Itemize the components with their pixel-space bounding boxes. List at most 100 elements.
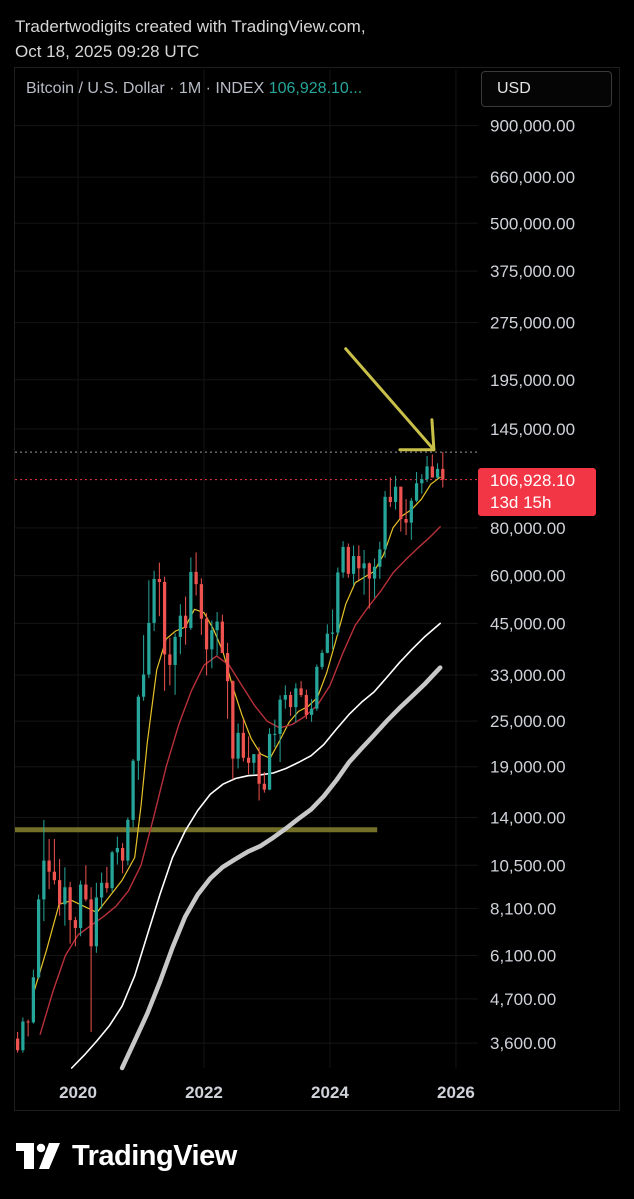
candle-body: [168, 654, 172, 665]
candle-body: [210, 630, 214, 650]
tradingview-brand[interactable]: TradingView: [16, 1136, 237, 1176]
candle-body: [299, 688, 303, 696]
candle-body: [336, 572, 340, 633]
candle-body: [183, 615, 188, 628]
candle-body: [178, 615, 182, 637]
candle-body: [42, 860, 46, 900]
candle-body: [21, 1021, 25, 1051]
y-tick-label: 660,000.00: [490, 168, 575, 187]
candle-body: [341, 546, 345, 573]
candle-body: [120, 847, 125, 861]
candle-body: [220, 621, 224, 654]
ma-mid-line: [39, 526, 441, 1035]
y-tick-label: 6,100.00: [490, 947, 556, 966]
y-tick-label: 25,000.00: [490, 712, 566, 731]
candle-body: [147, 622, 151, 675]
candle-body: [257, 754, 261, 784]
candle-body: [320, 652, 324, 667]
legend-price: 106,928.10...: [268, 80, 363, 97]
candle-body: [131, 760, 135, 820]
y-tick-label: 900,000.00: [490, 117, 575, 136]
bar-countdown: 13d 15h: [490, 493, 552, 512]
candle-body: [304, 695, 308, 715]
candle-body: [294, 688, 298, 708]
candle-body: [173, 636, 177, 665]
candle-body: [262, 783, 266, 790]
y-tick-label: 10,500.00: [490, 856, 566, 875]
candle-body: [199, 584, 203, 619]
candle-body: [94, 897, 98, 947]
candle-body: [26, 1021, 30, 1023]
candle-body: [383, 496, 387, 550]
chart-caption: Tradertwodigits created with TradingView…: [15, 14, 366, 64]
candle-body: [68, 887, 72, 921]
caption-author: Tradertwodigits created with TradingView…: [15, 17, 366, 36]
candle-body: [309, 708, 314, 715]
candle-body: [126, 819, 130, 861]
ma-slowest-line: [119, 665, 443, 1071]
candle-body: [236, 732, 240, 759]
candle-body: [141, 674, 146, 697]
candle-body: [115, 847, 119, 853]
candle-body: [63, 887, 67, 905]
y-tick-label: 4,700.00: [490, 990, 556, 1009]
candle-body: [194, 571, 198, 585]
annotation-arrow-shaft: [344, 347, 436, 452]
candle-body: [388, 496, 392, 502]
y-tick-label: 45,000.00: [490, 614, 566, 633]
candle-body: [267, 733, 272, 790]
annotation-arrow-head: [398, 418, 436, 452]
candle-body: [52, 871, 56, 881]
candle-body: [362, 563, 366, 569]
candle-body: [204, 618, 209, 650]
candle-body: [315, 666, 319, 709]
symbol-legend[interactable]: Bitcoin / U.S. Dollar · 1M · INDEX 106,9…: [26, 80, 362, 98]
candle-body: [435, 468, 440, 478]
candle-body: [441, 468, 445, 480]
y-tick-label: 60,000.00: [490, 567, 566, 586]
candle-body: [157, 578, 161, 582]
current-price-value: 106,928.10: [490, 471, 576, 490]
y-tick-label: 500,000.00: [490, 214, 575, 233]
candle-body: [346, 546, 350, 574]
currency-button[interactable]: USD: [481, 71, 612, 107]
y-tick-label: 145,000.00: [490, 420, 575, 439]
chart-frame[interactable]: [14, 67, 620, 1111]
candle-body: [378, 549, 382, 567]
candle-body: [15, 1038, 20, 1051]
candle-body: [78, 884, 83, 928]
candle-body: [73, 920, 77, 928]
candle-body: [372, 566, 377, 579]
candle-body: [89, 899, 93, 947]
candle-body: [36, 899, 41, 978]
candle-body: [57, 880, 62, 905]
candle-body: [252, 754, 256, 763]
y-tick-label: 375,000.00: [490, 262, 575, 281]
candle-body: [393, 486, 398, 502]
candle-body: [136, 696, 140, 761]
candle-body: [430, 466, 434, 478]
candle-body: [367, 563, 371, 579]
candle-body: [241, 732, 245, 758]
symbol-name: Bitcoin / U.S. Dollar · 1M · INDEX: [26, 80, 265, 97]
candle-body: [110, 852, 114, 889]
candle-body: [99, 882, 104, 898]
y-tick-label: 8,100.00: [490, 899, 556, 918]
y-tick-label: 3,600.00: [490, 1034, 556, 1053]
candle-body: [152, 578, 156, 623]
candle-body: [273, 733, 277, 735]
x-tick-label: 2026: [437, 1083, 475, 1102]
candle-body: [414, 483, 419, 501]
candle-body: [425, 466, 429, 480]
y-tick-label: 33,000.00: [490, 666, 566, 685]
candle-body: [325, 633, 329, 653]
y-tick-label: 275,000.00: [490, 314, 575, 333]
y-tick-label: 14,000.00: [490, 808, 566, 827]
candle-body: [409, 500, 413, 523]
y-tick-label: 80,000.00: [490, 519, 566, 538]
candle-body: [330, 632, 335, 634]
y-tick-label: 195,000.00: [490, 371, 575, 390]
brand-name: TradingView: [72, 1139, 237, 1172]
candle-body: [31, 977, 35, 1023]
